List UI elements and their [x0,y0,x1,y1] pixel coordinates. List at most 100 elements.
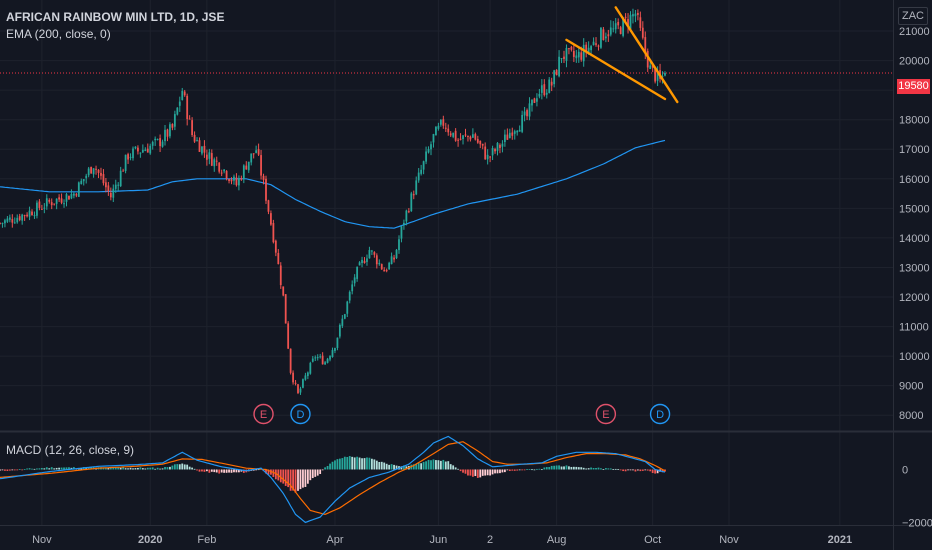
macd-histogram-bar [346,457,349,470]
candle [270,210,272,226]
macd-histogram-bar [427,459,430,470]
candle [511,127,514,140]
macd-histogram-bar [464,469,467,474]
macd-histogram-bar [321,469,324,471]
dividend-marker[interactable]: D [649,403,671,425]
macd-histogram-bar [31,468,33,470]
candle-body [499,144,501,148]
candle-body [48,199,51,202]
macd-histogram-bar [595,468,597,470]
macd-histogram-bar [506,469,509,471]
candle [617,18,620,30]
candle-body [277,252,280,265]
macd-histogram-bar [624,469,627,472]
candle [503,129,506,147]
candle-body [299,388,302,393]
candle [356,266,359,282]
candle [151,140,154,150]
candle-body [454,130,457,141]
candle-body [205,154,208,160]
candle [92,168,95,178]
wedge-trendline[interactable] [565,38,667,101]
candle [31,209,33,216]
candle [572,44,575,63]
earnings-marker[interactable]: E [253,403,274,425]
macd-histogram-bar [513,469,516,471]
candle-body [403,222,405,225]
macd-histogram-bar [627,469,629,471]
candle-body [435,126,437,136]
candle-body [68,195,70,200]
macd-histogram-bar [639,469,642,472]
candle [484,142,487,160]
dividend-marker[interactable]: D [290,403,311,425]
candle-body [508,132,511,139]
candle [366,254,368,266]
wedge-trendline[interactable] [614,6,679,104]
candle [218,162,221,174]
candle-body [622,17,625,36]
macd-histogram-bar [548,467,551,470]
candle-body [373,252,376,255]
candle [55,198,58,210]
macd-histogram-bar [154,468,157,470]
macd-histogram-bar [311,469,314,479]
candle [129,153,132,161]
candle-body [654,68,657,82]
candle-body [166,129,169,137]
candle-body [609,27,612,35]
candle [215,156,218,166]
currency-label[interactable]: ZAC [898,7,928,25]
macd-histogram-bar [279,469,282,483]
candle-body [210,153,213,166]
earnings-marker[interactable]: E [595,403,617,425]
candle-body [538,93,541,97]
ema-legend[interactable]: EMA (200, close, 0) [6,27,111,41]
candle [607,29,610,42]
macd-legend[interactable]: MACD (12, 26, close, 9) [6,443,135,457]
macd-histogram-bar [634,469,637,472]
candle [18,213,21,222]
macd-histogram-bar [36,468,38,470]
candle [72,192,75,199]
candle-body [506,134,509,140]
candle-body [112,188,115,198]
candle-body [36,202,38,216]
macd-histogram-bar [188,466,191,470]
macd-histogram-bar [16,469,19,471]
macd-histogram-bar [412,464,415,470]
candle-body [481,143,484,146]
candle-body [169,124,171,137]
macd-histogram-bar [471,469,474,477]
candle-body [257,149,260,155]
candle [252,153,255,159]
macd-histogram-bar [356,456,359,470]
macd-histogram-bar [338,458,341,470]
price-tick-label: 15000 [899,203,930,215]
candle-body [141,149,144,153]
candle [309,361,312,375]
time-tick-label: Feb [197,534,216,546]
candle-body [570,46,573,50]
candle [201,146,203,156]
candle [205,149,208,166]
macd-histogram-bar [479,469,482,478]
candle-body [612,28,615,30]
candle-body [575,55,578,59]
macd-histogram-bar [183,464,186,470]
candle-body [201,146,203,154]
candle [361,256,363,268]
candle [400,225,403,243]
candle-body [122,170,125,172]
candle-body [602,29,605,41]
macd-histogram-bar [272,469,275,477]
candle [624,13,627,22]
macd-histogram-bar [454,467,457,470]
candles [0,8,666,395]
macd-histogram-bar [526,469,528,470]
candle-body [127,154,129,160]
candle [614,18,617,34]
trendlines[interactable] [565,6,679,104]
